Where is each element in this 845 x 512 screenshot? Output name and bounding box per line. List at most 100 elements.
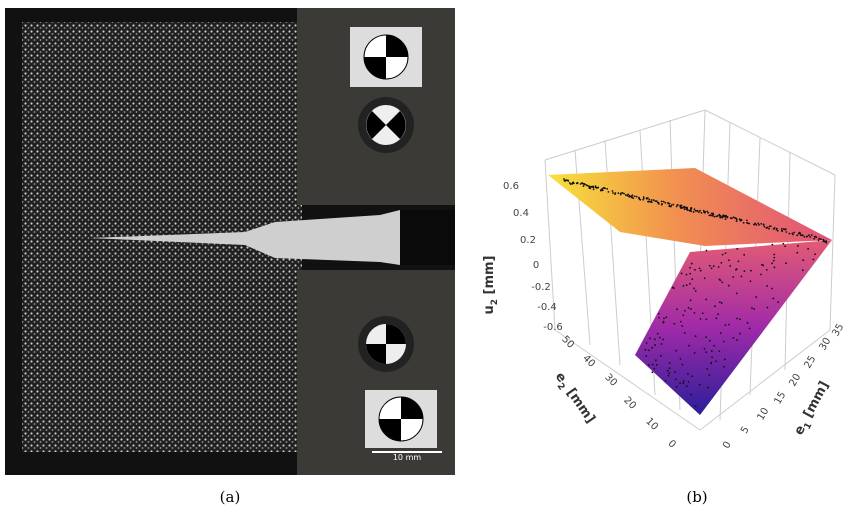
point bbox=[612, 192, 614, 194]
point bbox=[662, 339, 664, 341]
point bbox=[709, 265, 711, 267]
point bbox=[689, 283, 691, 285]
point bbox=[672, 204, 674, 206]
point bbox=[785, 231, 787, 233]
point bbox=[648, 364, 650, 366]
point bbox=[771, 288, 773, 290]
point bbox=[580, 183, 582, 185]
tick-label: 0.2 bbox=[520, 235, 536, 246]
point bbox=[589, 186, 591, 188]
point bbox=[694, 352, 696, 354]
point bbox=[573, 182, 575, 184]
point bbox=[729, 265, 731, 267]
point bbox=[693, 211, 695, 213]
axis-label-unit: [mm] bbox=[561, 382, 598, 426]
point bbox=[652, 364, 654, 366]
point bbox=[680, 358, 682, 360]
point bbox=[689, 267, 691, 269]
point bbox=[773, 266, 775, 268]
point bbox=[802, 235, 804, 237]
point bbox=[651, 371, 653, 373]
point bbox=[781, 230, 783, 232]
point bbox=[708, 374, 710, 376]
point bbox=[620, 194, 622, 196]
point bbox=[677, 204, 679, 206]
point bbox=[701, 212, 703, 214]
point bbox=[675, 378, 677, 380]
point bbox=[686, 274, 688, 276]
point bbox=[660, 355, 662, 357]
point bbox=[767, 307, 769, 309]
point bbox=[777, 301, 779, 303]
point bbox=[735, 218, 737, 220]
point bbox=[711, 267, 713, 269]
point bbox=[721, 302, 723, 304]
point bbox=[797, 245, 799, 247]
point bbox=[725, 252, 727, 254]
point bbox=[622, 192, 624, 194]
point bbox=[687, 373, 689, 375]
point bbox=[715, 216, 717, 218]
point bbox=[704, 277, 706, 279]
point bbox=[791, 233, 793, 235]
point bbox=[772, 298, 774, 300]
point bbox=[653, 368, 655, 370]
tick-label: 20 bbox=[787, 372, 803, 389]
point bbox=[567, 180, 569, 182]
point bbox=[719, 279, 721, 281]
point bbox=[638, 197, 640, 199]
point bbox=[597, 187, 599, 189]
point bbox=[690, 210, 692, 212]
point bbox=[563, 178, 565, 180]
point bbox=[728, 285, 730, 287]
point bbox=[685, 207, 687, 209]
point bbox=[804, 236, 806, 238]
point bbox=[823, 241, 825, 243]
tick-label: 0 bbox=[533, 260, 539, 271]
point bbox=[690, 308, 692, 310]
point bbox=[813, 238, 815, 240]
point bbox=[732, 276, 734, 278]
caption-a: (a) bbox=[220, 488, 241, 506]
point bbox=[564, 180, 566, 182]
point bbox=[721, 217, 723, 219]
point bbox=[673, 323, 675, 325]
point bbox=[689, 273, 691, 275]
point bbox=[732, 337, 734, 339]
point bbox=[646, 342, 648, 344]
point bbox=[760, 274, 762, 276]
point bbox=[771, 262, 773, 264]
point bbox=[711, 356, 713, 358]
point bbox=[809, 236, 811, 238]
point bbox=[675, 350, 677, 352]
point bbox=[676, 206, 678, 208]
point bbox=[682, 314, 684, 316]
point bbox=[706, 368, 708, 370]
point bbox=[570, 183, 572, 185]
point bbox=[682, 364, 684, 366]
point bbox=[699, 210, 701, 212]
point bbox=[706, 250, 708, 252]
point bbox=[709, 340, 711, 342]
point bbox=[736, 339, 738, 341]
axis-label: e2 [mm] bbox=[549, 370, 597, 428]
point bbox=[725, 218, 727, 220]
point bbox=[800, 234, 802, 236]
point bbox=[769, 226, 771, 228]
point bbox=[681, 205, 683, 207]
point bbox=[683, 380, 685, 382]
point bbox=[806, 236, 808, 238]
point bbox=[703, 210, 705, 212]
point bbox=[773, 257, 775, 259]
point bbox=[741, 219, 743, 221]
point bbox=[739, 318, 741, 320]
point bbox=[705, 351, 707, 353]
point bbox=[669, 367, 671, 369]
tick-label: 25 bbox=[802, 354, 818, 371]
point bbox=[707, 387, 709, 389]
point bbox=[717, 313, 719, 315]
tick-label: 5 bbox=[739, 425, 752, 436]
point bbox=[688, 381, 690, 383]
point bbox=[761, 264, 763, 266]
point bbox=[753, 224, 755, 226]
